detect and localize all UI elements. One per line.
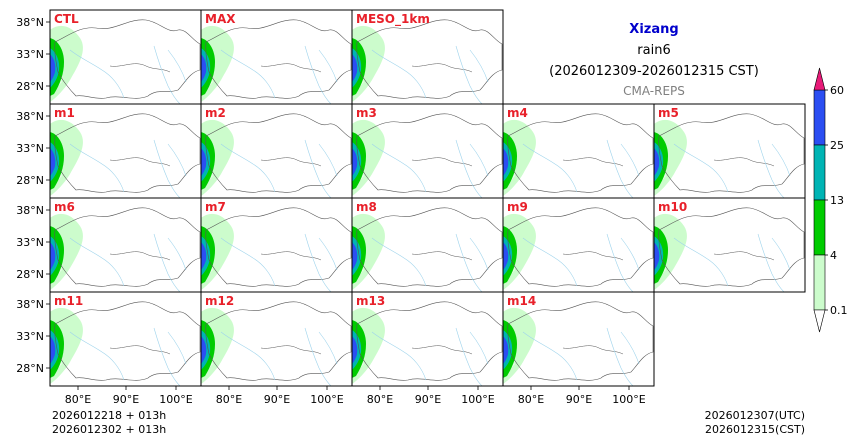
lon-tick-label: 80°E [367, 393, 393, 406]
colorbar-tick-label: 60 [830, 84, 844, 97]
panel-label: MESO_1km [356, 12, 430, 27]
lat-tick-label: 38°N [16, 110, 44, 123]
region-title: Xizang [629, 22, 678, 37]
panel-label: m6 [54, 200, 75, 214]
lat-tick-label: 38°N [16, 298, 44, 311]
lon-tick-label: 80°E [216, 393, 242, 406]
panel-label: CTL [54, 12, 79, 26]
panel-label: m7 [205, 200, 226, 214]
variable-title: rain6 [637, 43, 670, 58]
panel-label: m1 [54, 106, 75, 120]
colorbar-tick-label: 0.1 [830, 304, 848, 317]
lat-tick-label: 28°N [16, 80, 44, 93]
colorbar-segment-0.1-4 [813, 254, 826, 311]
panel-label: m5 [658, 106, 679, 120]
panel-label: m3 [356, 106, 377, 120]
colorbar-tick-label: 13 [830, 194, 844, 207]
map-panel-m8: m8 [351, 197, 504, 293]
lat-tick-label: 33°N [16, 48, 44, 61]
map-panel-max: MAX [200, 9, 353, 105]
colorbar-tick-label: 4 [830, 249, 837, 262]
colorbar-segment-4-13 [813, 199, 826, 256]
lon-tick-label: 100°E [159, 393, 192, 406]
colorbar-max-extension [813, 67, 826, 91]
map-panel-m5: m5 [653, 103, 806, 199]
period-title: (2026012309-2026012315 CST) [549, 64, 759, 79]
panel-label: m13 [356, 294, 385, 308]
panel-label: m11 [54, 294, 83, 308]
lon-tick-label: 80°E [65, 393, 91, 406]
colorbar-min-extension [813, 309, 826, 333]
lon-tick-label: 80°E [518, 393, 544, 406]
lon-tick-label: 100°E [461, 393, 494, 406]
lat-tick-label: 38°N [16, 16, 44, 29]
panel-label: m9 [507, 200, 528, 214]
panel-label: m14 [507, 294, 536, 308]
source-title: CMA-REPS [623, 84, 685, 98]
map-panels: CTL MAX MESO_1km m1 m2 m3 m4 m5 m6 m7 m8 m9 m10 m11 m1… [49, 9, 806, 387]
lat-tick-label: 33°N [16, 142, 44, 155]
map-panel-m2: m2 [200, 103, 353, 199]
map-panel-m11: m11 [49, 291, 202, 387]
lon-tick-label: 100°E [310, 393, 343, 406]
lon-tick-label: 90°E [415, 393, 441, 406]
valid-time-cst: 2026012315(CST) [705, 423, 805, 436]
colorbar-segment-25-60 [813, 89, 826, 146]
axis-ticks: 38°N 33°N 28°N 38°N 33°N 28°N 38°N 33°N 28°N 38°N… [16, 16, 646, 406]
panel-label: MAX [205, 12, 236, 26]
lat-tick-label: 33°N [16, 236, 44, 249]
map-panel-meso-1km: MESO_1km [351, 9, 504, 105]
map-panel-m3: m3 [351, 103, 504, 199]
map-panel-m9: m9 [502, 197, 655, 293]
colorbar-tick-label: 25 [830, 139, 844, 152]
init-time-cst: 2026012302 + 013h [52, 423, 166, 436]
init-time-utc: 2026012218 + 013h [52, 409, 166, 422]
lat-tick-label: 38°N [16, 204, 44, 217]
footer: 2026012218 + 013h 2026012302 + 013h 2026… [52, 409, 805, 436]
lon-tick-label: 90°E [113, 393, 139, 406]
figure-title: Xizang rain6 (2026012309-2026012315 CST)… [549, 22, 759, 98]
lon-tick-label: 100°E [612, 393, 645, 406]
map-panel-m7: m7 [200, 197, 353, 293]
panel-label: m8 [356, 200, 377, 214]
map-panel-m1: m1 [49, 103, 202, 199]
map-panel-m10: m10 [653, 197, 806, 293]
map-panel-m13: m13 [351, 291, 504, 387]
lon-tick-label: 90°E [264, 393, 290, 406]
colorbar-segment-13-25 [813, 144, 826, 201]
map-panel-m6: m6 [49, 197, 202, 293]
panel-label: m12 [205, 294, 234, 308]
map-panel-m12: m12 [200, 291, 353, 387]
lat-tick-label: 28°N [16, 268, 44, 281]
lat-tick-label: 28°N [16, 362, 44, 375]
colorbar: 0.1 4 13 25 60 [813, 67, 848, 333]
lat-tick-label: 33°N [16, 330, 44, 343]
map-panel-m14: m14 [502, 291, 655, 387]
panel-label: m4 [507, 106, 528, 120]
map-panel-m4: m4 [502, 103, 655, 199]
map-panel-ctl: CTL [49, 9, 202, 105]
valid-time-utc: 2026012307(UTC) [705, 409, 805, 422]
panel-label: m10 [658, 200, 687, 214]
lon-tick-label: 90°E [566, 393, 592, 406]
lat-tick-label: 28°N [16, 174, 44, 187]
panel-label: m2 [205, 106, 226, 120]
